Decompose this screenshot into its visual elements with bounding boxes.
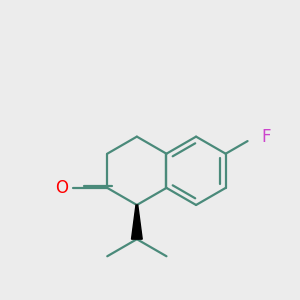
Text: F: F <box>262 128 271 146</box>
Polygon shape <box>131 205 142 239</box>
Text: O: O <box>55 179 68 197</box>
